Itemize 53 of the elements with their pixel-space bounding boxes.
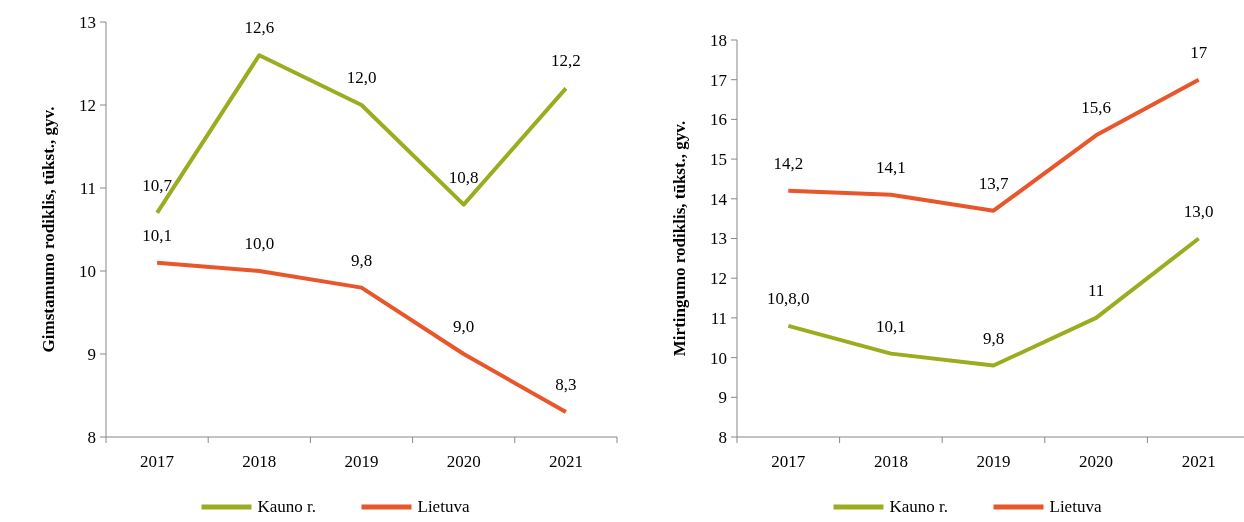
data-label: 8,3 [555,375,577,395]
data-label: 10,1 [876,316,906,336]
y-tick-label: 10 [710,348,727,368]
data-label: 13,0 [1183,201,1214,221]
y-tick-label: 17 [710,70,728,90]
y-tick-label: 16 [710,110,727,130]
legend-label: Lietuva [1049,497,1102,516]
data-label: 12,0 [346,68,377,87]
data-label: 14,1 [876,157,906,177]
data-label: 12,2 [551,51,581,71]
data-label: 9,8 [982,328,1005,348]
y-tick-label: 11 [710,308,727,328]
x-tick-label: 2017 [771,452,806,471]
y-tick-label: 9 [718,388,727,408]
y-tick-label: 18 [710,30,727,50]
data-label: 13,7 [978,173,1009,193]
y-tick-label: 8 [87,427,96,447]
x-tick-label: 2021 [548,452,583,471]
legend-label: Kauno r. [889,497,949,516]
y-tick-label: 13 [710,229,727,249]
x-tick-label: 2021 [1181,452,1216,471]
legend-label: Lietuva [417,497,470,516]
data-label: 14,2 [773,153,804,173]
x-tick-label: 2020 [446,452,481,471]
y-tick-label: 12 [710,269,727,289]
x-tick-label: 2019 [344,452,379,471]
y-tick-label: 13 [79,12,96,32]
y-tick-label: 11 [79,178,96,198]
data-label: 10,1 [142,225,172,245]
data-label: 10,8 [448,167,479,187]
data-label: 10,8,0 [767,288,810,308]
x-tick-label: 2018 [242,452,277,471]
y-tick-label: 12 [79,95,96,115]
data-label: 10,0 [244,234,275,253]
y-tick-label: 8 [718,427,727,447]
y-axis-title: Mirtingumo rodiklis, tūkst., gyv. [670,120,689,357]
data-label: 12,6 [244,18,275,38]
y-tick-label: 14 [710,189,728,209]
data-label: 9,0 [453,317,475,336]
legend-label: Kauno r. [257,497,317,516]
data-label: 15,6 [1081,98,1111,118]
y-axis-title: Gimstamumo rodiklis, tūkst., gyv. [39,106,58,353]
data-label: 10,7 [142,175,173,195]
x-tick-label: 2018 [873,452,908,471]
y-tick-label: 10 [79,261,96,281]
data-label: 9,8 [350,250,373,270]
x-tick-label: 2019 [976,452,1011,471]
data-label: 17 [1190,42,1208,62]
y-tick-label: 15 [710,150,727,170]
data-label: 11 [1087,280,1105,300]
y-tick-label: 9 [87,344,96,364]
x-tick-label: 2017 [140,452,175,471]
x-tick-label: 2020 [1079,452,1114,471]
